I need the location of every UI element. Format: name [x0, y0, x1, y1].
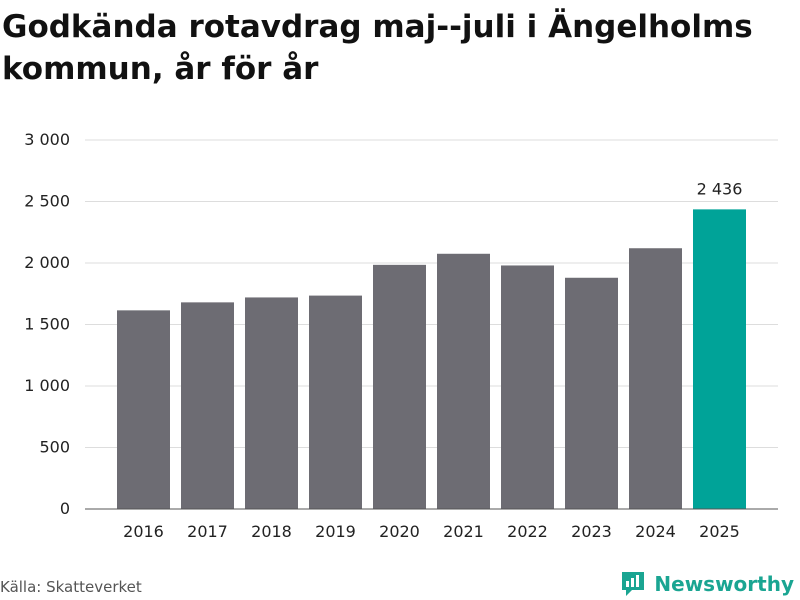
y-tick-label: 1 000 — [24, 376, 70, 395]
bar — [501, 265, 554, 509]
x-tick-label: 2017 — [187, 522, 228, 541]
y-axis-labels: 0 500 1 000 1 500 2 000 2 500 3 000 — [24, 130, 70, 518]
bar — [309, 295, 362, 509]
x-tick-label: 2016 — [123, 522, 164, 541]
bar — [117, 310, 170, 509]
bar — [181, 302, 234, 509]
x-axis-labels: 2016 2017 2018 2019 2020 2021 2022 2023 2024 2025 — [123, 522, 740, 541]
chart-title: Godkända rotavdrag maj--juli i Ängelholm… — [2, 9, 753, 87]
y-tick-label: 2 000 — [24, 253, 70, 272]
y-tick-label: 500 — [39, 438, 70, 457]
y-tick-label: 3 000 — [24, 130, 70, 149]
bar — [373, 264, 426, 509]
brand-logo: Newsworthy — [620, 568, 794, 600]
data-label: 2 436 — [697, 179, 743, 198]
x-tick-label: 2025 — [699, 522, 740, 541]
data-labels: 2 436 — [697, 179, 743, 198]
x-tick-label: 2020 — [379, 522, 420, 541]
bar — [693, 209, 746, 509]
bar — [565, 277, 618, 509]
y-tick-label: 2 500 — [24, 192, 70, 211]
y-tick-label: 0 — [60, 499, 70, 518]
x-tick-label: 2019 — [315, 522, 356, 541]
y-tick-label: 1 500 — [24, 315, 70, 334]
bar — [629, 248, 682, 510]
brand-name: Newsworthy — [654, 572, 794, 596]
bars — [117, 209, 746, 510]
x-tick-label: 2018 — [251, 522, 292, 541]
bar — [437, 253, 490, 509]
source-note: Källa: Skatteverket — [0, 578, 142, 596]
newsworthy-logo-icon — [622, 572, 645, 596]
bar — [245, 297, 298, 509]
x-tick-label: 2023 — [571, 522, 612, 541]
x-tick-label: 2024 — [635, 522, 676, 541]
x-tick-label: 2021 — [443, 522, 484, 541]
x-tick-label: 2022 — [507, 522, 548, 541]
